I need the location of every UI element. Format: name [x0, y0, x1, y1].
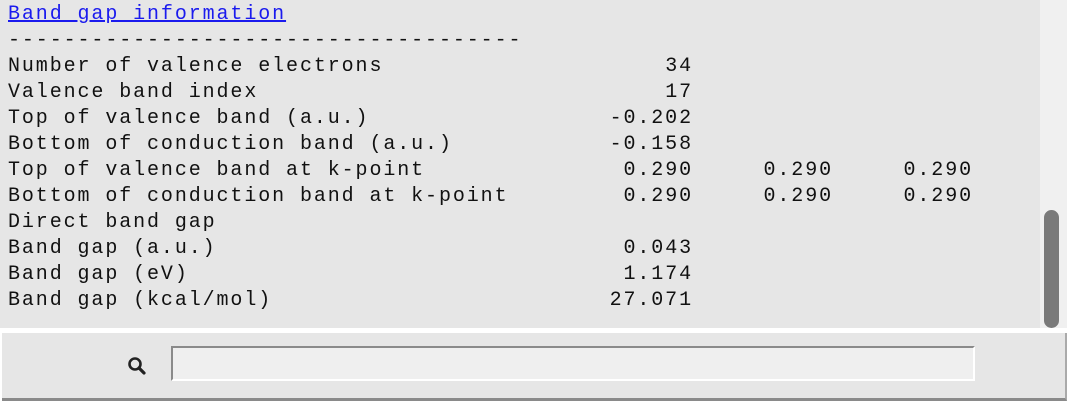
row-value: 34 — [665, 55, 693, 78]
row-value: 0.290 — [763, 185, 833, 208]
row-value: 0.290 — [623, 159, 693, 182]
row-label: Top of valence band (a.u.) — [8, 107, 370, 130]
row-label: Number of valence electrons — [8, 55, 384, 78]
table-row: Band gap (kcal/mol) 27.071 — [0, 288, 1040, 314]
row-value: 0.290 — [903, 159, 973, 182]
row-label: Top of valence band at k-point — [8, 159, 426, 182]
row-label: Band gap (eV) — [8, 263, 189, 286]
separator: ------------------------------------- — [8, 29, 523, 52]
row-value: 27.071 — [609, 289, 693, 312]
row-value: 1.174 — [623, 263, 693, 286]
output-panel: Band gap information -------------------… — [0, 0, 1040, 328]
band-gap-link[interactable]: Band gap information — [8, 3, 287, 26]
table-row: Number of valence electrons 34 — [0, 54, 1040, 80]
row-value: 17 — [665, 81, 693, 104]
table-row: Bottom of conduction band at k-point 0.29… — [0, 184, 1040, 210]
scrollbar-thumb[interactable] — [1044, 210, 1059, 328]
table-row: Direct band gap — [0, 210, 1040, 236]
search-input[interactable] — [171, 346, 975, 381]
table-row: Bottom of conduction band (a.u.) -0.158 — [0, 132, 1040, 158]
row-value: 0.290 — [903, 185, 973, 208]
row-label: Band gap (kcal/mol) — [8, 289, 273, 312]
row-label: Valence band index — [8, 81, 259, 104]
row-value: 0.043 — [623, 237, 693, 260]
table-row: Top of valence band (a.u.) -0.202 — [0, 106, 1040, 132]
row-value: 0.290 — [623, 185, 693, 208]
table-row: Valence band index 17 — [0, 80, 1040, 106]
row-value: 0.290 — [763, 159, 833, 182]
table-row: Top of valence band at k-point 0.290 0.290… — [0, 158, 1040, 184]
row-value: -0.202 — [609, 107, 693, 130]
search-icon[interactable] — [126, 355, 148, 377]
row-label: Bottom of conduction band (a.u.) — [8, 133, 453, 156]
row-value: -0.158 — [609, 133, 693, 156]
row-label: Direct band gap — [8, 211, 217, 234]
table-row: Band gap (a.u.) 0.043 — [0, 236, 1040, 262]
row-label: Band gap (a.u.) — [8, 237, 217, 260]
table-row: Band gap (eV) 1.174 — [0, 262, 1040, 288]
row-label: Bottom of conduction band at k-point — [8, 185, 509, 208]
